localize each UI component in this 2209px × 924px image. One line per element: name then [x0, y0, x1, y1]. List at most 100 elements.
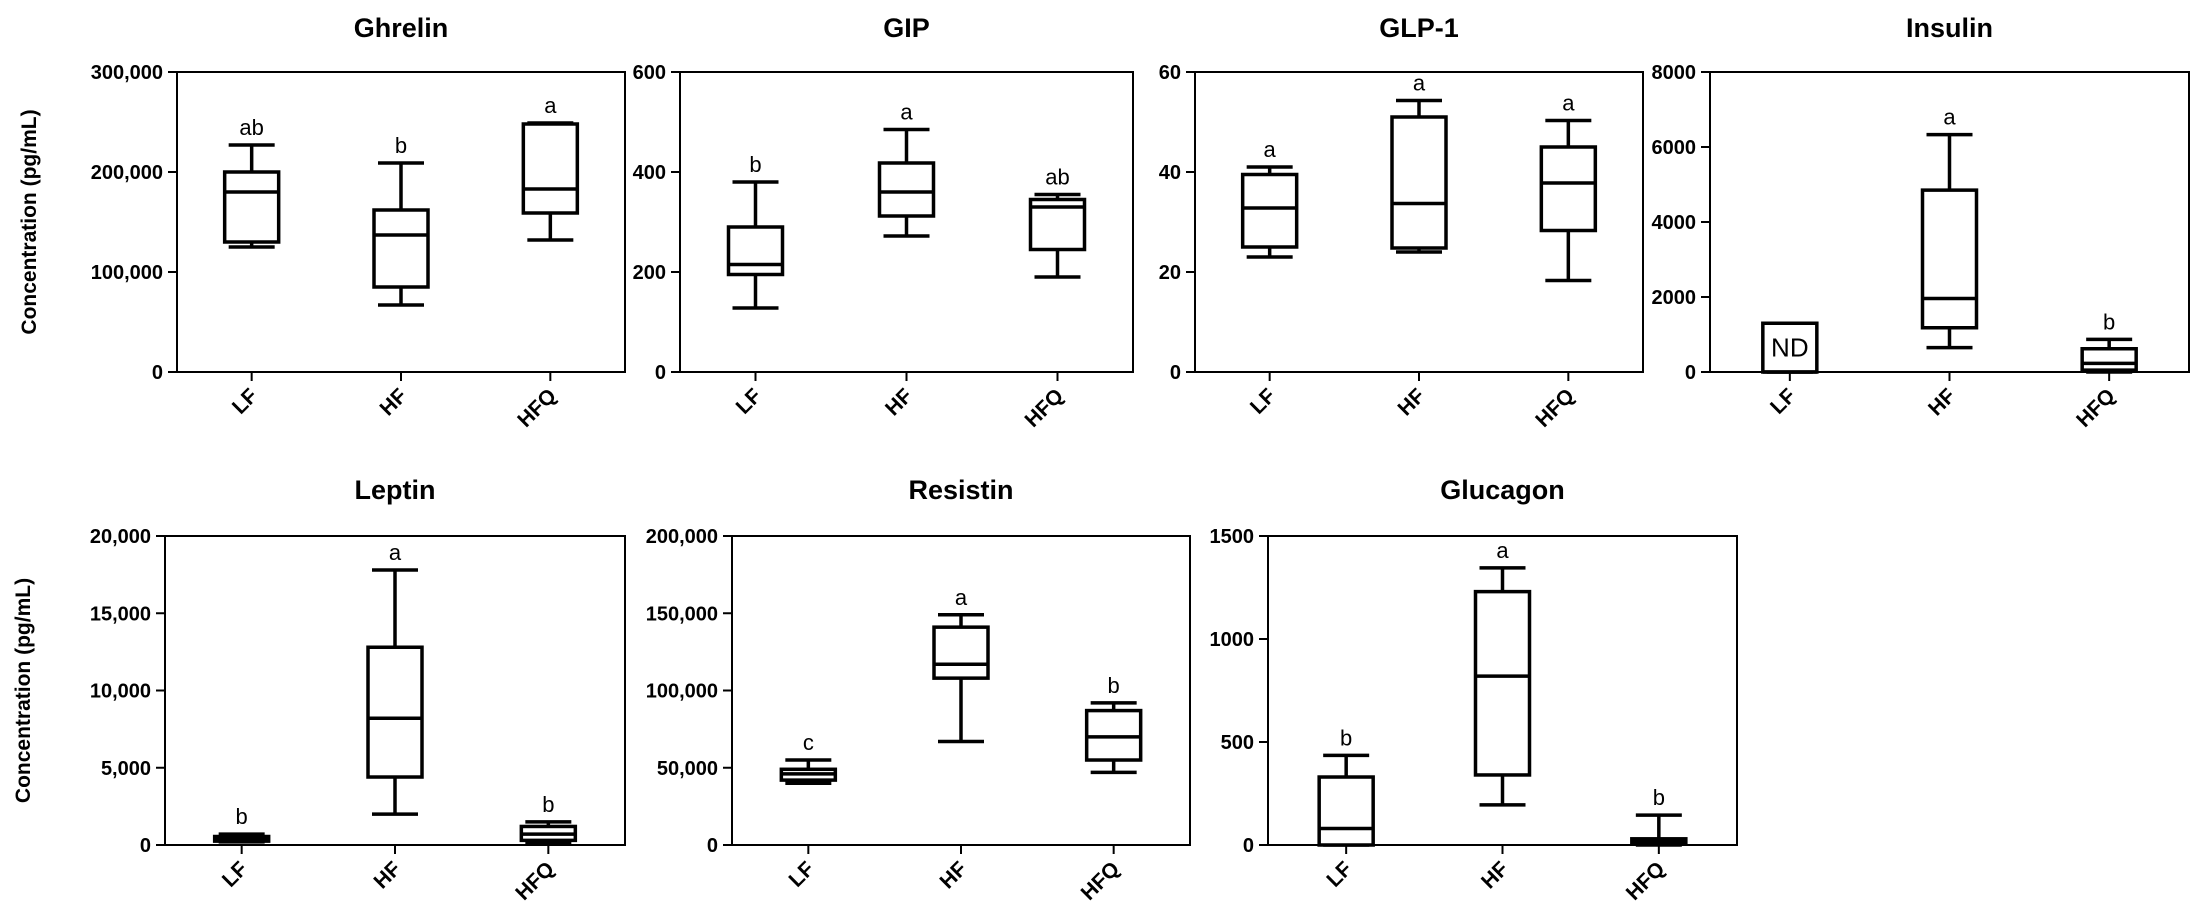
box-hf: a	[1473, 538, 1532, 807]
x-tick-label: LF	[1322, 857, 1357, 892]
box-hf: a	[1390, 71, 1448, 254]
iqr-box	[521, 122, 580, 215]
iqr-box	[222, 170, 281, 244]
y-axis-label: Concentration (pg/mL)	[12, 578, 35, 803]
x-tick-label: HFQ	[1531, 384, 1579, 432]
significance-letter: c	[803, 730, 814, 755]
y-tick-label: 15,000	[90, 603, 151, 625]
significance-letter: b	[1340, 725, 1352, 750]
y-tick-label: 200,000	[91, 162, 163, 184]
y-tick-label: 0	[707, 835, 718, 857]
box-hfq: b	[1630, 785, 1688, 847]
box-hf: a	[877, 100, 936, 238]
box-hfq: a	[1539, 91, 1598, 283]
iqr-box	[1539, 145, 1598, 233]
panel-title: GIP	[883, 13, 930, 43]
y-tick-label: 60	[1159, 62, 1181, 84]
x-tick-label: LF	[732, 384, 767, 419]
significance-letter: a	[544, 93, 557, 118]
iqr-box	[1390, 115, 1448, 250]
panel-gip: GIP 0 200 400 600 LF HF HFQ b a ab	[633, 13, 1134, 432]
y-tick-label: 6000	[1652, 137, 1697, 159]
y-axis-label: Concentration (pg/mL)	[18, 109, 41, 334]
y-tick-label: 300,000	[91, 62, 163, 84]
panel-title: Ghrelin	[354, 13, 449, 43]
y-tick-label: 4000	[1652, 212, 1697, 234]
y-tick-label: 200,000	[646, 526, 718, 548]
significance-letter: b	[1108, 673, 1120, 698]
panel-insulin: Insulin 0 2000 4000 6000 8000 LF HF HFQ ND a b	[1652, 13, 2190, 432]
iqr-box	[1920, 188, 1979, 330]
panel-title: Resistin	[908, 475, 1013, 505]
y-tick-label: 0	[152, 362, 163, 384]
box-hf: a	[366, 540, 424, 816]
panel-glucagon: Glucagon 0 500 1000 1500 LF HF HFQ b a b	[1210, 475, 1738, 905]
y-tick-label: 150,000	[646, 603, 718, 625]
iqr-box	[2080, 347, 2138, 372]
box-lf: c	[779, 730, 838, 785]
y-tick-label: 0	[1685, 362, 1696, 384]
x-tick-label: HF	[936, 857, 972, 893]
box-hf: a	[932, 585, 990, 744]
x-tick-label: LF	[1246, 384, 1281, 419]
panel-title: Leptin	[355, 475, 436, 505]
significance-letter: a	[1562, 91, 1575, 116]
y-tick-label: 400	[633, 162, 666, 184]
x-tick-label: LF	[785, 857, 820, 892]
significance-letter: b	[542, 792, 554, 817]
x-tick-label: HF	[1477, 857, 1513, 893]
y-tick-label: 600	[633, 62, 666, 84]
y-tick-label: 1500	[1210, 526, 1255, 548]
significance-letter: a	[1943, 105, 1956, 130]
significance-letter: b	[749, 152, 761, 177]
y-tick-label: 100,000	[646, 681, 718, 703]
x-tick-label: HFQ	[2072, 384, 2120, 432]
iqr-box	[372, 208, 430, 289]
box-lf: b	[726, 152, 785, 310]
iqr-box	[932, 625, 990, 680]
x-tick-label: HF	[1924, 384, 1960, 420]
box-lf: ND	[1761, 321, 1819, 374]
box-hfq: ab	[1028, 165, 1087, 279]
y-tick-label: 200	[633, 262, 666, 284]
y-tick-label: 100,000	[91, 262, 163, 284]
y-tick-label: 0	[655, 362, 666, 384]
box-hf: a	[1920, 105, 1979, 350]
iqr-box	[1473, 589, 1532, 777]
panel-title: GLP-1	[1379, 13, 1459, 43]
y-tick-label: 1000	[1210, 629, 1255, 651]
x-tick-label: HFQ	[511, 857, 559, 905]
panel-title: Insulin	[1906, 13, 1993, 43]
panel-resistin: Resistin 0 50,000 100,000 150,000 200,000 LF HF…	[646, 475, 1191, 905]
x-tick-label: HF	[376, 384, 412, 420]
iqr-box	[1240, 172, 1299, 249]
y-tick-label: 8000	[1652, 62, 1697, 84]
y-tick-label: 20	[1159, 262, 1181, 284]
y-tick-label: 0	[1243, 835, 1254, 857]
significance-letter: a	[1496, 538, 1509, 563]
box-lf: b	[1317, 725, 1375, 847]
box-lf: a	[1240, 137, 1299, 259]
not-detected-label: ND	[1771, 333, 1809, 363]
iqr-box	[877, 161, 936, 218]
x-tick-label: LF	[218, 857, 253, 892]
box-lf: ab	[222, 115, 281, 249]
y-tick-label: 5,000	[101, 758, 151, 780]
y-tick-label: 10,000	[90, 681, 151, 703]
significance-letter: ab	[1045, 165, 1069, 190]
y-tick-label: 0	[140, 835, 151, 857]
x-tick-label: LF	[1766, 384, 1801, 419]
significance-letter: b	[2103, 309, 2115, 334]
significance-letter: ab	[239, 115, 263, 140]
panel-leptin: Leptin Concentration (pg/mL) 0 5,000 10,000 1…	[12, 475, 626, 905]
x-tick-label: HF	[370, 857, 406, 893]
significance-letter: a	[900, 100, 913, 125]
box-hfq: b	[2080, 309, 2138, 374]
box-hf: b	[372, 133, 430, 307]
significance-letter: b	[1653, 785, 1665, 810]
box-hfq: b	[1084, 673, 1143, 775]
x-tick-label: HFQ	[1020, 384, 1068, 432]
box-hfq: b	[519, 792, 578, 846]
panel-title: Glucagon	[1440, 475, 1565, 505]
